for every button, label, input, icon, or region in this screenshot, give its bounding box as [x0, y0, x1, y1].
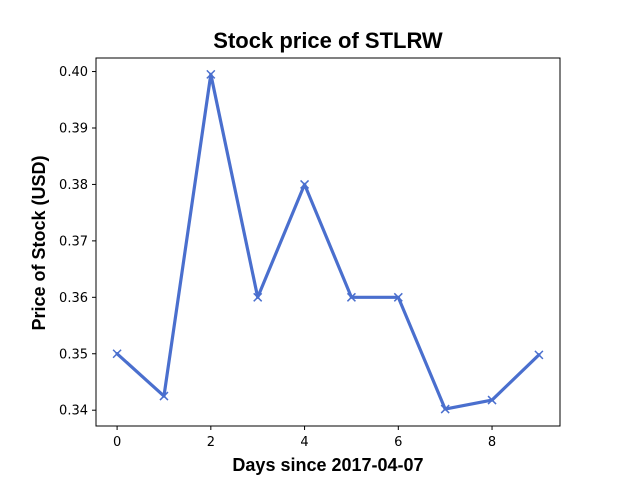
data-point-marker	[393, 292, 403, 302]
data-point-marker	[440, 404, 450, 414]
y-tick-label: 0.36	[59, 291, 88, 306]
y-tick-label: 0.38	[59, 178, 88, 193]
y-axis-title: Price of Stock (USD)	[29, 155, 49, 330]
x-tick-label: 2	[207, 435, 215, 450]
plot-area: 0 2 4 6 8 0.34 0.35 0.36 0.37 0.38 0.39 0.40	[59, 57, 561, 450]
y-tick-label: 0.35	[59, 347, 88, 362]
x-tick-label: 0	[113, 435, 121, 450]
y-tick-label: 0.37	[59, 234, 88, 249]
x-axis-title: Days since 2017-04-07	[232, 455, 423, 475]
plot-frame	[95, 57, 561, 427]
chart-title: Stock price of STLRW	[213, 28, 443, 53]
x-tick-label: 6	[394, 435, 402, 450]
data-point-marker	[346, 292, 356, 302]
y-tick-label: 0.40	[59, 65, 88, 80]
x-tick-label: 4	[300, 435, 308, 450]
data-point-marker	[253, 292, 263, 302]
data-point-marker	[534, 350, 544, 360]
data-point-marker	[206, 69, 216, 79]
data-point-marker	[112, 349, 122, 359]
data-point-marker	[487, 395, 497, 405]
data-point-marker	[159, 391, 169, 401]
data-point-marker	[300, 179, 310, 189]
y-tick-label: 0.34	[59, 404, 88, 419]
series-line	[115, 72, 541, 411]
x-tick-label: 8	[488, 435, 496, 450]
y-tick-label: 0.39	[59, 121, 88, 136]
